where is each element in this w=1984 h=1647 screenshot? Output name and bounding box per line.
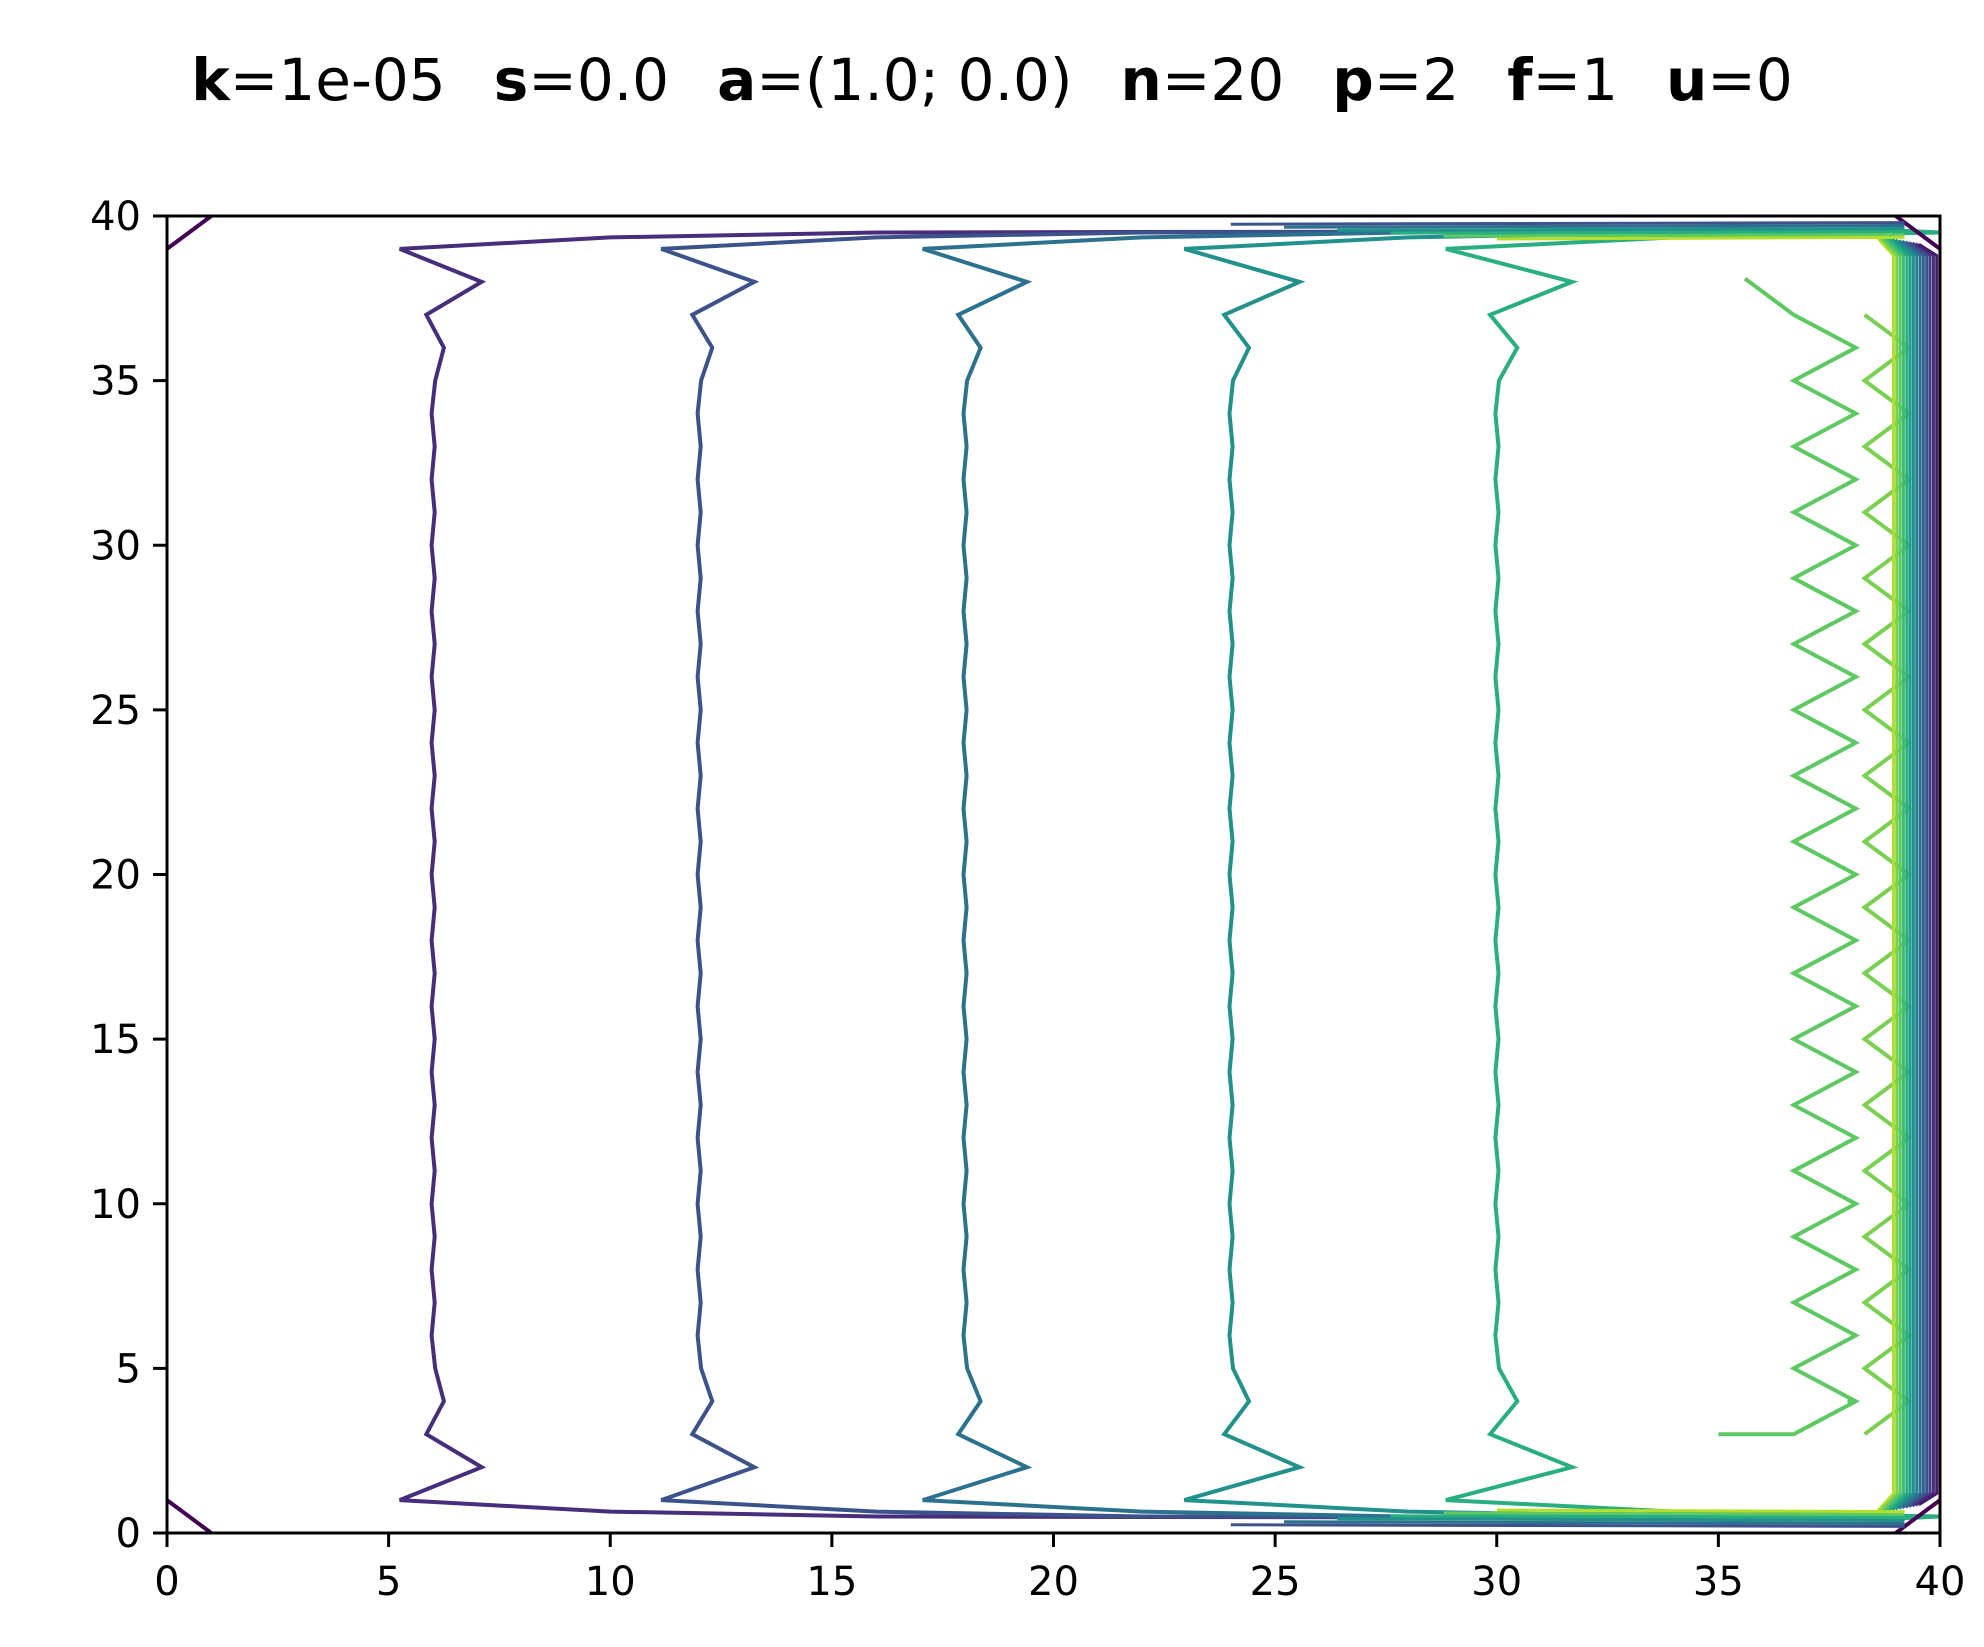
x-tick-label: 10	[585, 1559, 636, 1605]
axes: 0 5 10 15 20 25 30 35 40 0 5 10 15 20 25 30 35 40	[90, 194, 1965, 1605]
boundary-layer-contour	[1908, 241, 1929, 1508]
top-wall-contour	[1337, 227, 1905, 232]
y-tick-label: 35	[90, 359, 141, 405]
boundary-layer-contour	[1901, 239, 1922, 1510]
boundary-layer-contour	[1904, 240, 1925, 1509]
contour-dot	[1847, 1397, 1856, 1406]
y-tick-label: 40	[90, 194, 141, 240]
top-wall-contour	[1443, 232, 1905, 238]
x-tick-label: 40	[1915, 1559, 1966, 1605]
title-param-key: f	[1507, 46, 1533, 114]
y-tick-label: 15	[90, 1017, 141, 1063]
boundary-layer-contour	[1891, 237, 1912, 1512]
chart-title: k=1e-05 s=0.0 a=(1.0; 0.0) n=20 p=2 f=1 u=0	[191, 46, 1793, 114]
contour-level-1	[398, 228, 1905, 1521]
contour-level-3	[922, 228, 1905, 1521]
bottom-wall-contour	[1230, 1523, 1905, 1528]
top-wall-contour	[1283, 224, 1905, 229]
contour-ridge	[1718, 276, 1861, 1437]
title-param-key: k	[191, 46, 231, 114]
x-tick-label: 5	[376, 1559, 401, 1605]
x-tick-label: 25	[1250, 1559, 1301, 1605]
boundary-layer-contour	[1881, 236, 1902, 1513]
boundary-layer-contour	[1894, 238, 1915, 1511]
x-tick-label: 0	[154, 1559, 179, 1605]
title-param-key: u	[1666, 46, 1707, 114]
y-tick-label: 10	[90, 1182, 141, 1228]
chart-title-text: k=1e-05 s=0.0 a=(1.0; 0.0) n=20 p=2 f=1 u=0	[191, 46, 1793, 114]
boundary-layer-contour	[1877, 235, 1899, 1514]
y-tick-label: 0	[116, 1511, 141, 1557]
title-param-value: =(1.0; 0.0)	[756, 46, 1072, 114]
boundary-layer-contour	[1884, 236, 1905, 1513]
title-param-value: =2	[1374, 46, 1460, 114]
x-tick-label: 15	[806, 1559, 857, 1605]
bottom-wall-contour	[1390, 1514, 1905, 1519]
contour-level-4	[1183, 228, 1905, 1521]
title-param-key: p	[1332, 46, 1374, 114]
top-wall-contour	[1496, 235, 1905, 241]
y-tick-label: 20	[90, 853, 141, 899]
bottom-wall-contour	[1443, 1511, 1905, 1517]
y-tick-label: 30	[90, 523, 141, 569]
bottom-wall-contour	[1496, 1508, 1905, 1514]
corner-contour	[165, 214, 213, 251]
bottom-wall-contour	[1283, 1520, 1905, 1525]
x-tick-label: 35	[1693, 1559, 1744, 1605]
title-param-value: =1e-05	[230, 46, 446, 114]
title-param-value: =0	[1707, 46, 1793, 114]
title-param-value: =20	[1162, 46, 1284, 114]
y-tick-label: 25	[90, 688, 141, 734]
boundary-layer-contour	[1914, 242, 1935, 1507]
x-tick-label: 30	[1471, 1559, 1522, 1605]
title-param-key: s	[494, 46, 529, 114]
bottom-wall-contour	[1337, 1517, 1905, 1522]
title-param-value: =0.0	[528, 46, 669, 114]
boundary-layer-contour	[1911, 241, 1932, 1508]
x-tick-label: 20	[1028, 1559, 1079, 1605]
title-param-value: =1	[1533, 46, 1619, 114]
boundary-layer-contour	[1918, 243, 1939, 1506]
boundary-layer-contour	[1887, 237, 1909, 1512]
title-param-key: a	[717, 46, 756, 114]
boundary-layer-contour	[1874, 234, 1895, 1515]
y-tick-label: 5	[116, 1346, 141, 1392]
boundary-layer-contour	[1898, 239, 1919, 1510]
contour-level-2	[660, 228, 1905, 1521]
top-wall-contour	[1230, 221, 1905, 226]
corner-contour	[165, 1498, 213, 1535]
contour-lines	[165, 214, 1942, 1535]
contour-level-5	[1445, 228, 1941, 1521]
title-param-key: n	[1121, 46, 1162, 114]
top-wall-contour	[1390, 230, 1905, 235]
